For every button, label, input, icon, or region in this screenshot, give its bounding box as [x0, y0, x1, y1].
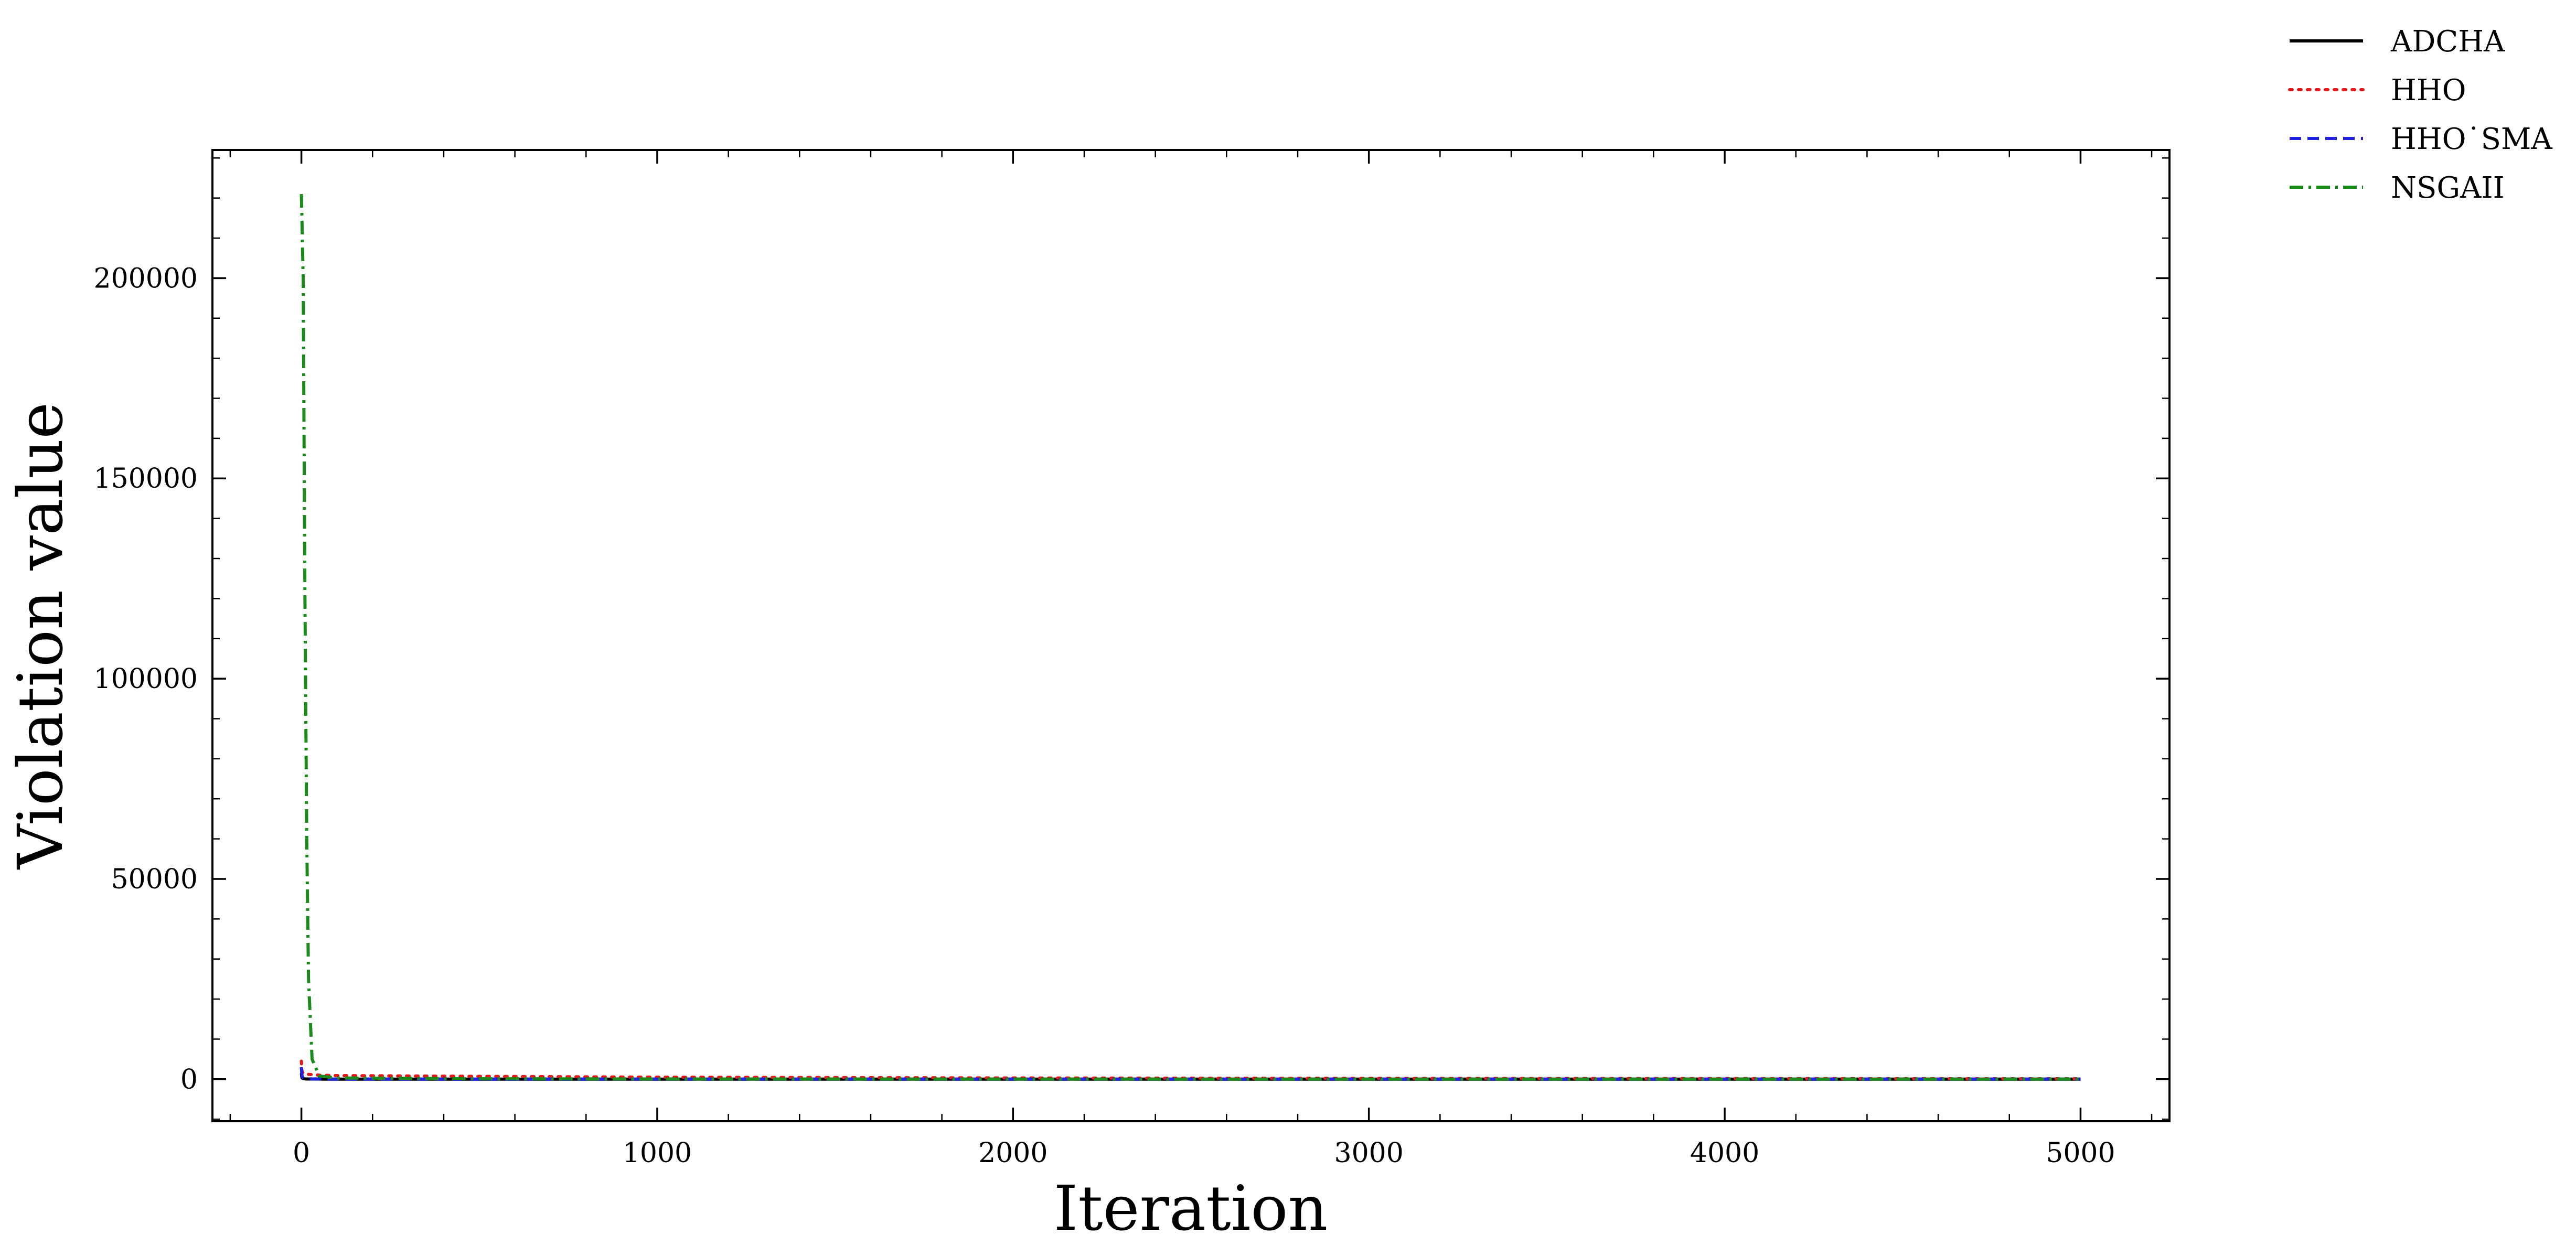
- y-tick-label: 200000: [93, 263, 198, 294]
- plot-frame: [211, 149, 2171, 1122]
- x-tick-label: 1000: [623, 1137, 692, 1169]
- y-axis-label: Violation value: [4, 402, 77, 870]
- x-tick-label: 2000: [978, 1137, 1047, 1169]
- x-tick-label: 3000: [1334, 1137, 1404, 1169]
- legend: ADCHA HHO HHO˙SMA NSGAII: [2288, 25, 2552, 205]
- y-tick-label: 150000: [93, 463, 198, 495]
- x-tick-labels: 0 1000 2000 3000 4000 5000: [293, 1137, 2115, 1169]
- legend-label: ADCHA: [2390, 25, 2505, 59]
- y-tick-label: 0: [180, 1064, 198, 1096]
- legend-label: NSGAII: [2391, 171, 2505, 205]
- minor-ticks: [212, 150, 2169, 1121]
- series-line-nsgaii: [300, 194, 2081, 1081]
- y-tick-label: 50000: [111, 864, 198, 895]
- series-layer: [300, 194, 2082, 1081]
- x-tick-label: 5000: [2046, 1137, 2115, 1169]
- x-axis-label: Iteration: [1054, 1172, 1328, 1244]
- major-ticks: [212, 150, 2169, 1121]
- y-tick-labels: 0 50000 100000 150000 200000: [93, 263, 198, 1095]
- y-tick-label: 100000: [93, 663, 198, 695]
- legend-label: HHO: [2391, 73, 2466, 108]
- legend-label: HHO˙SMA: [2391, 122, 2552, 156]
- x-tick-label: 0: [293, 1137, 310, 1169]
- x-tick-label: 4000: [1690, 1137, 1759, 1169]
- series-line-hho: [300, 1059, 2082, 1081]
